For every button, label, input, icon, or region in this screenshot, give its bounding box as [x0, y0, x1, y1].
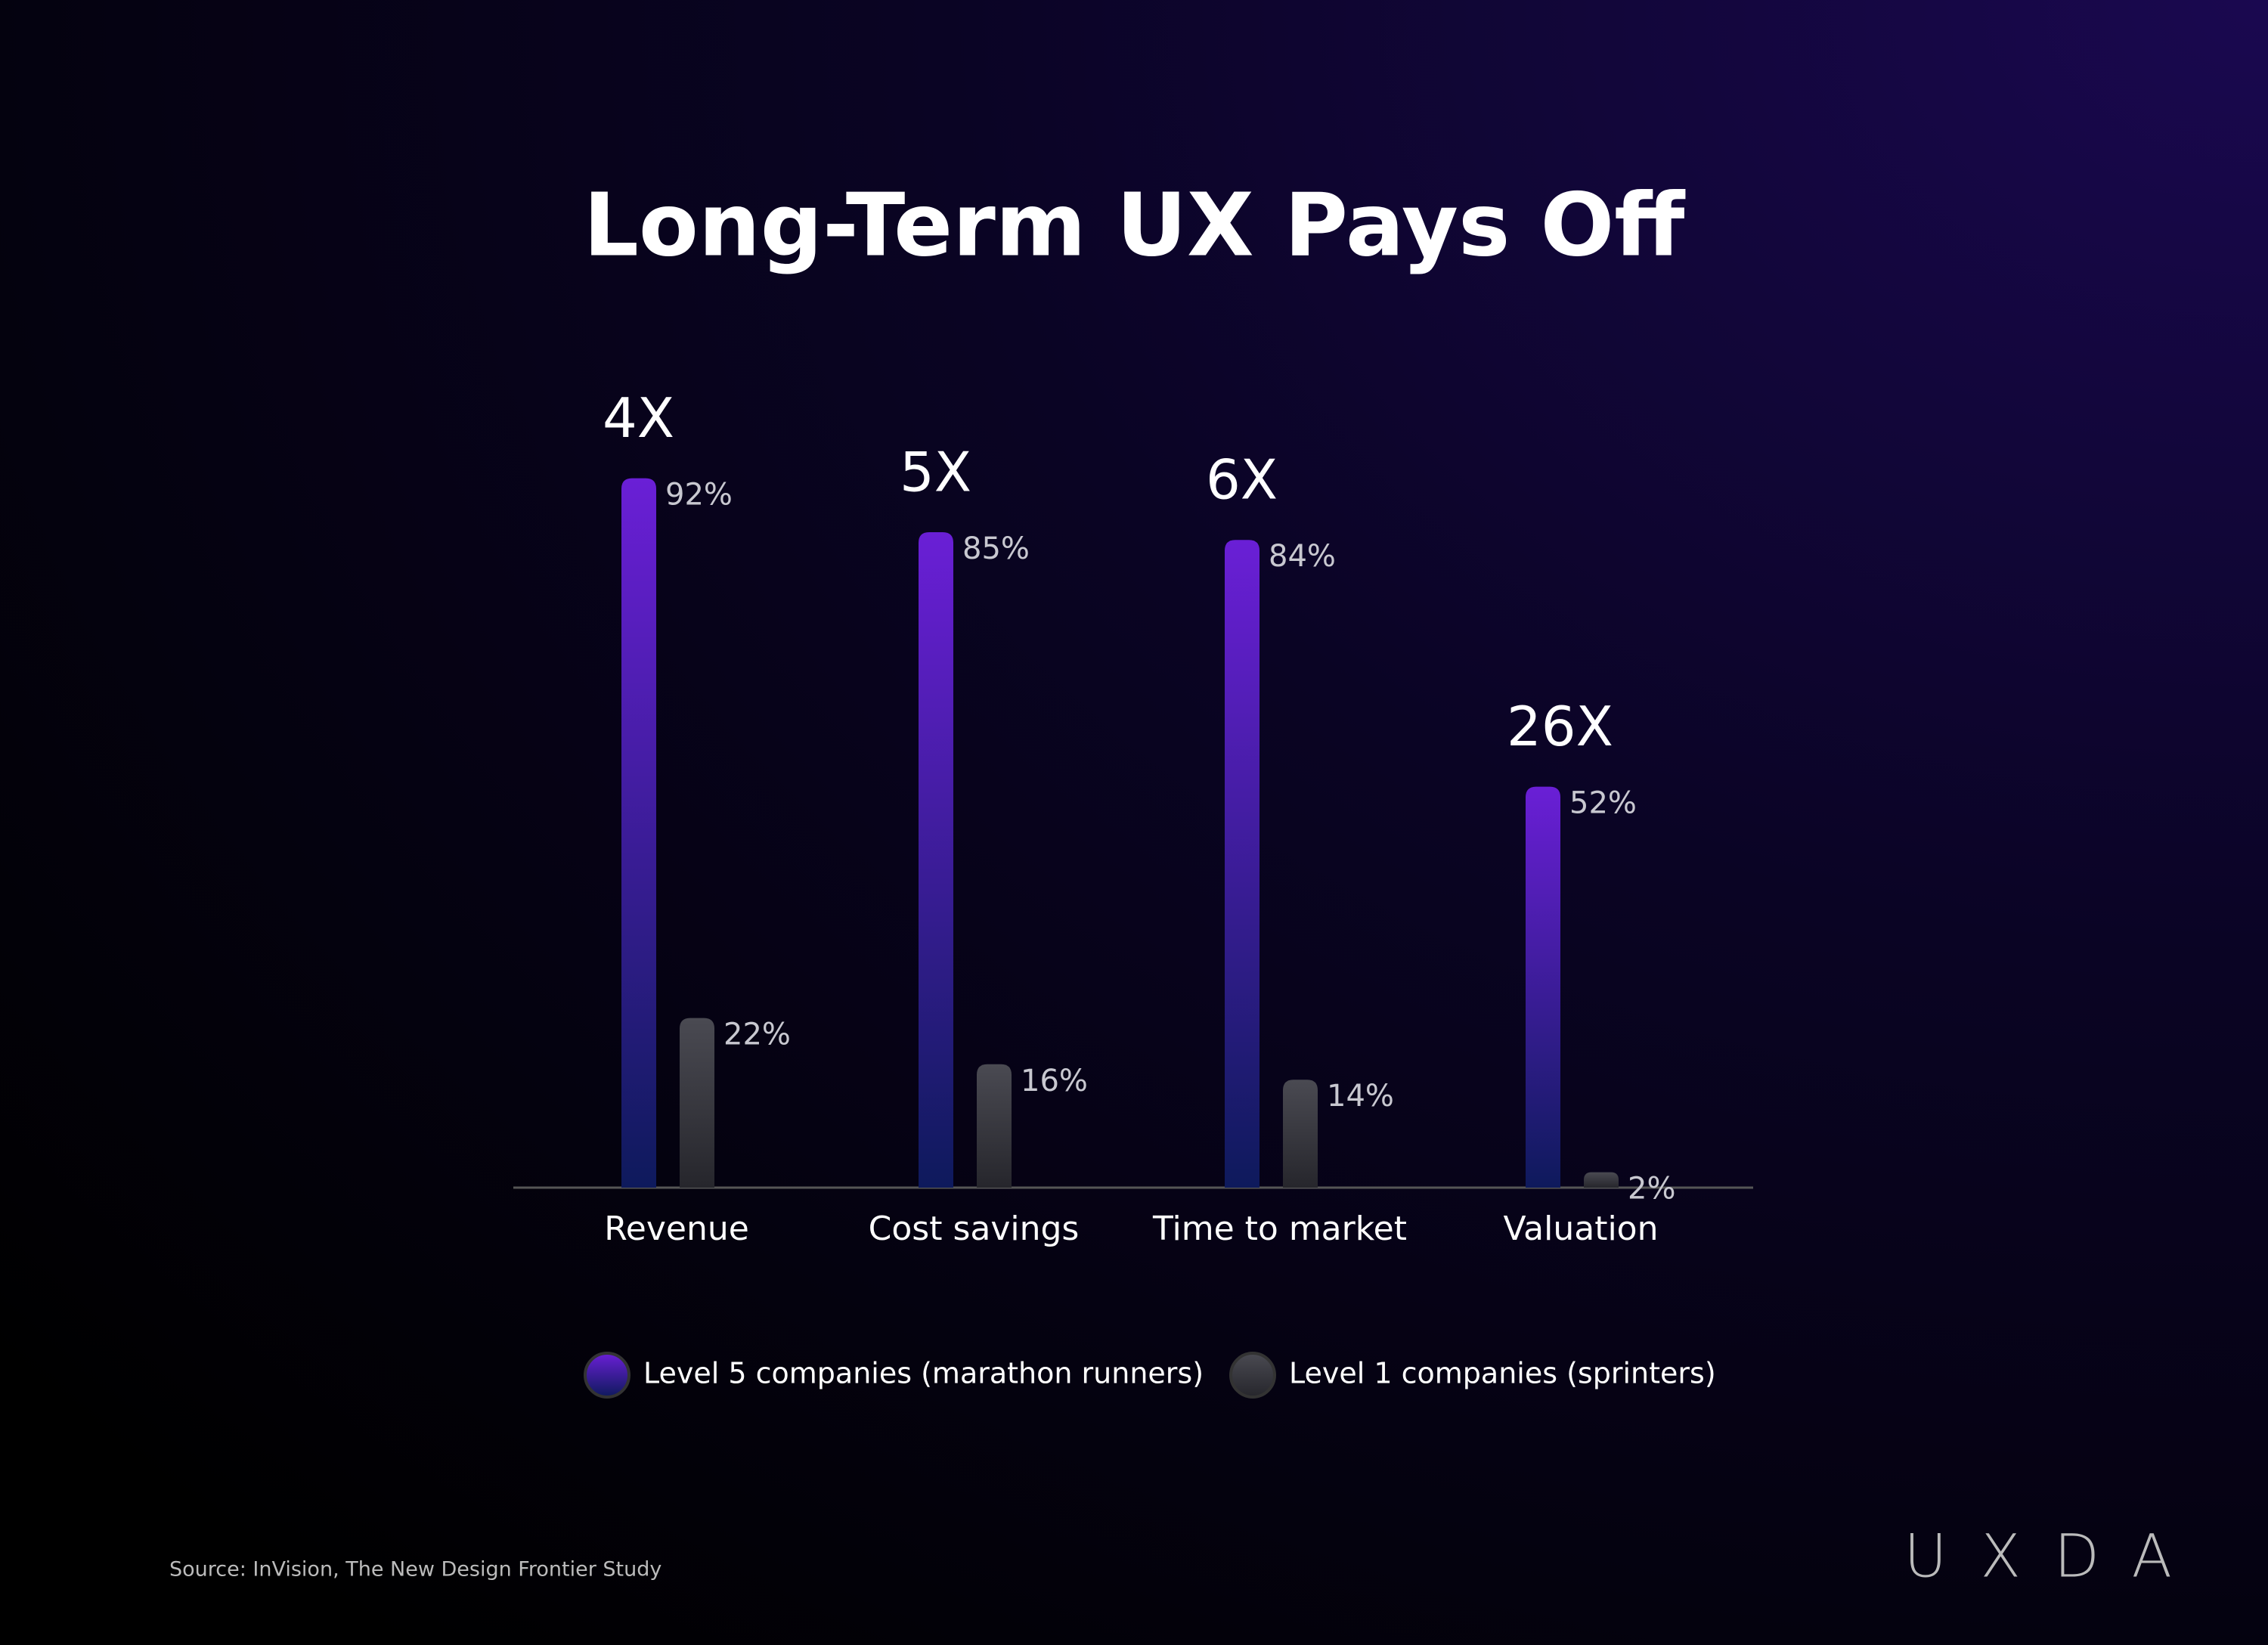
- bar: [1584, 1172, 1619, 1188]
- value-label: 52%: [1569, 786, 1637, 821]
- value-label: 16%: [1021, 1064, 1088, 1098]
- annotation: 6X: [1206, 448, 1278, 512]
- value-label: 84%: [1269, 539, 1336, 574]
- bar: [621, 478, 656, 1188]
- legend-swatch: [584, 1352, 631, 1399]
- bar: [919, 532, 953, 1188]
- legend-label: Level 5 companies (marathon runners): [643, 1357, 1204, 1390]
- x-tick-label: Revenue: [604, 1210, 749, 1248]
- bar: [977, 1064, 1012, 1188]
- legend-label: Level 1 companies (sprinters): [1289, 1357, 1716, 1390]
- value-label: 85%: [962, 531, 1030, 566]
- x-tick-label: Time to market: [1152, 1210, 1407, 1248]
- chart-title: Long-Term UX Pays Off: [584, 175, 1687, 277]
- legend-swatch: [1229, 1352, 1276, 1399]
- bar: [1225, 540, 1259, 1188]
- x-tick-label: Valuation: [1503, 1210, 1658, 1248]
- value-label: 14%: [1327, 1079, 1394, 1114]
- source: Source: InVision, The New Design Frontie…: [169, 1558, 662, 1581]
- bar: [1283, 1080, 1318, 1188]
- annotation: 26X: [1507, 695, 1613, 758]
- value-label: 2%: [1628, 1172, 1675, 1207]
- value-label: 22%: [723, 1018, 791, 1052]
- bar: [1526, 786, 1560, 1188]
- annotation: 5X: [900, 441, 971, 504]
- value-label: 92%: [665, 478, 733, 513]
- logo: UXDA: [1904, 1523, 2205, 1591]
- annotation: 4X: [603, 386, 674, 450]
- bar: [680, 1018, 714, 1188]
- x-tick-label: Cost savings: [869, 1210, 1080, 1248]
